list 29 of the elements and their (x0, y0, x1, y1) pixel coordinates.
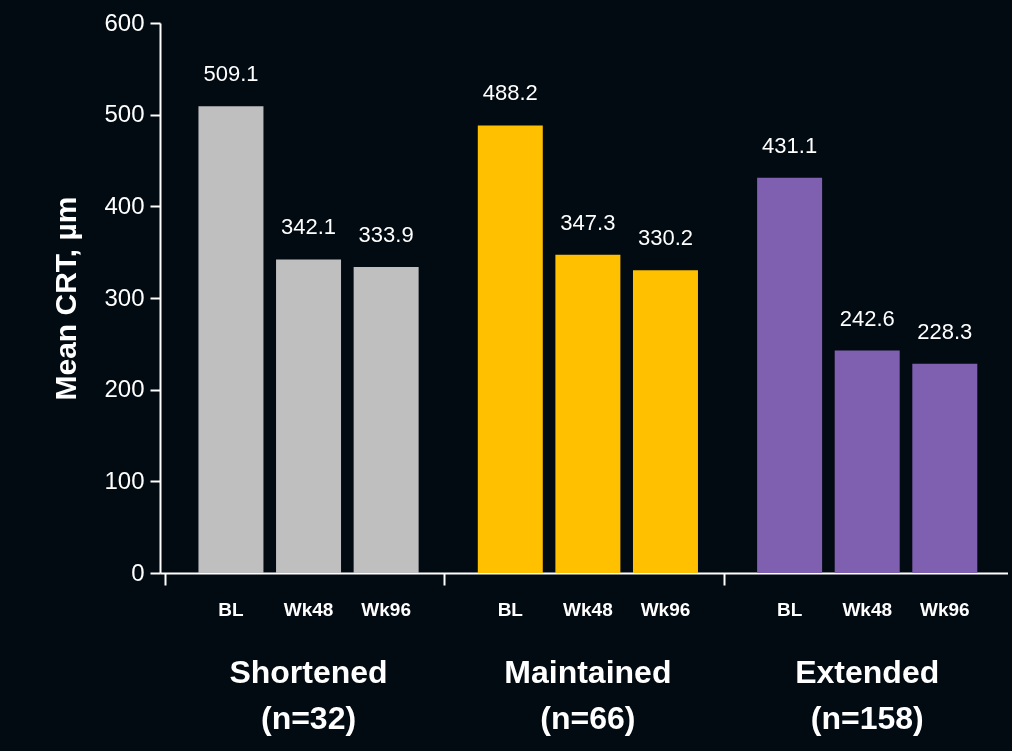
data-label: 431.1 (762, 132, 818, 158)
y-tick-label: 500 (104, 100, 145, 128)
data-label: 509.1 (203, 61, 259, 87)
data-label: 333.9 (358, 221, 414, 247)
x-tick-label: BL (497, 599, 524, 620)
text: Maintained (n=66) (504, 654, 672, 736)
data-label: 330.2 (637, 225, 693, 251)
x-tick-label: BL (776, 599, 803, 620)
data-label: 347.3 (560, 209, 616, 235)
x-tick-label: Wk96 (640, 599, 691, 620)
x-tick-label: BL (218, 599, 245, 620)
x-tick-label: Wk48 (842, 599, 893, 620)
y-tick-label: 0 (131, 558, 145, 586)
text: Extended (n=158) (795, 654, 940, 736)
data-label: 228.3 (917, 318, 973, 344)
text: Shortened (n=32) (229, 654, 388, 736)
data-label: 242.6 (839, 305, 895, 331)
y-axis-title: Mean CRT, µm (49, 196, 83, 401)
data-label: 488.2 (482, 80, 538, 106)
data-label: 342.1 (281, 214, 337, 240)
x-tick-label: Wk48 (563, 599, 613, 620)
y-tick-label: 400 (104, 191, 145, 219)
x-tick-label: Wk96 (361, 599, 411, 620)
y-tick-label: 200 (104, 375, 145, 403)
y-tick-label: 600 (104, 8, 145, 36)
x-tick-label: Wk48 (283, 599, 334, 620)
x-tick-label: Wk96 (919, 599, 970, 620)
y-tick-label: 100 (104, 466, 145, 494)
y-tick-label: 300 (104, 283, 145, 311)
